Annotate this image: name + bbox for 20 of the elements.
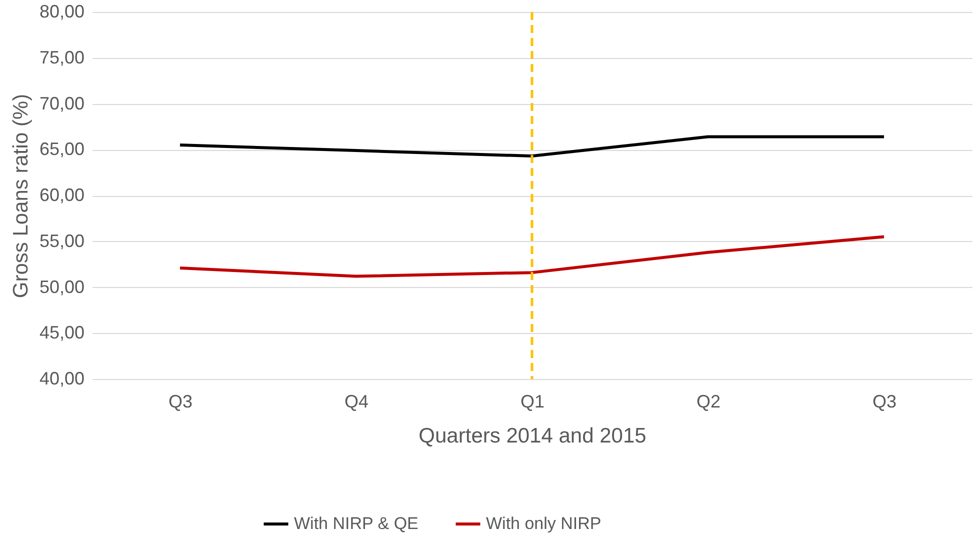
x-tick-label: Q3 <box>872 392 897 412</box>
x-tick-label: Q3 <box>168 392 193 412</box>
y-tick-label: 70,00 <box>39 93 84 114</box>
y-tick-label: 60,00 <box>39 185 84 205</box>
y-tick-label: 65,00 <box>39 139 84 160</box>
x-axis-title: Quarters 2014 and 2015 <box>418 424 646 448</box>
legend-label: With only NIRP <box>486 514 602 533</box>
y-axis-title: Gross Loans ratio (%) <box>9 94 32 298</box>
y-tick-label: 75,00 <box>39 47 84 68</box>
x-tick-label: Q1 <box>520 392 545 412</box>
line-series <box>178 135 886 158</box>
y-tick-label: 50,00 <box>39 276 84 297</box>
legend-label: With NIRP & QE <box>294 514 418 533</box>
x-tick-label: Q4 <box>344 392 369 412</box>
x-tick-label: Q2 <box>696 392 721 412</box>
y-tick-label: 55,00 <box>39 230 84 251</box>
y-tick-label: 80,00 <box>39 2 84 22</box>
line-series <box>178 235 886 278</box>
y-tick-label: 45,00 <box>39 322 84 343</box>
y-tick-label: 40,00 <box>39 368 84 388</box>
